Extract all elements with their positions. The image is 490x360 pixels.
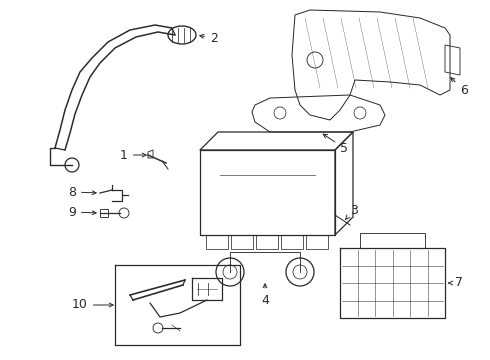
Text: 8: 8: [68, 185, 96, 198]
Text: 1: 1: [120, 149, 146, 162]
Text: 10: 10: [72, 298, 113, 311]
Text: 2: 2: [200, 32, 218, 45]
Text: 6: 6: [451, 78, 468, 96]
Text: 7: 7: [449, 276, 463, 289]
Text: 3: 3: [345, 203, 358, 220]
Text: 9: 9: [68, 206, 96, 219]
Text: 5: 5: [323, 134, 348, 154]
Text: 4: 4: [261, 284, 269, 306]
